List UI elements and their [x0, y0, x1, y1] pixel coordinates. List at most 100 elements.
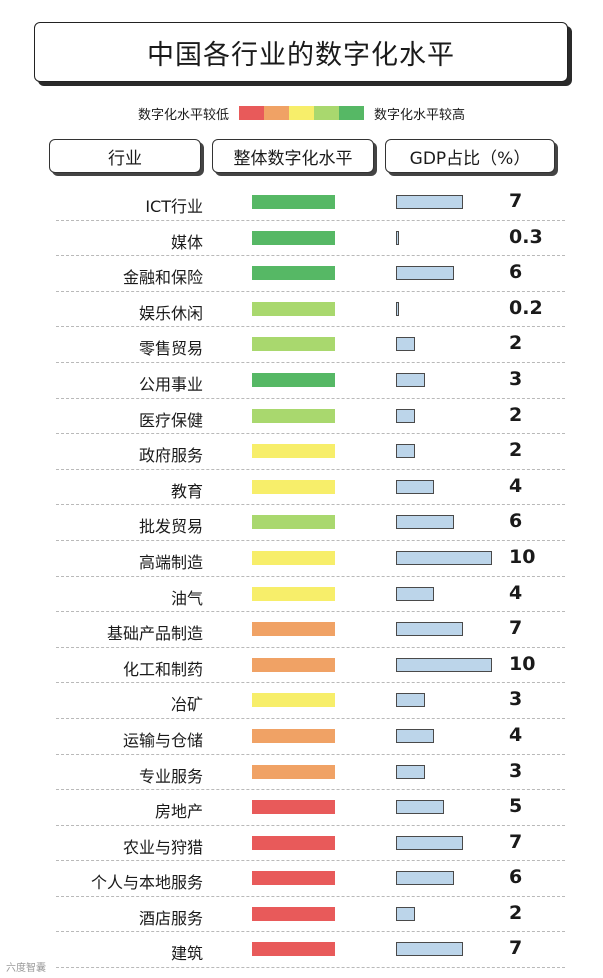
digital-level-bar: [252, 266, 335, 281]
digital-level-bar: [252, 195, 335, 209]
table-row: 零售贸易 2: [0, 329, 603, 365]
row-divider: [56, 895, 565, 897]
row-divider: [56, 326, 565, 328]
digital-level-bar: [252, 835, 335, 850]
table-row: 运输与仓储 4: [0, 721, 603, 757]
digital-level-bar: [252, 586, 335, 601]
digital-level-bar: [252, 942, 335, 957]
table-row: 高端制造 10: [0, 543, 603, 579]
digital-level-bar: [252, 800, 335, 815]
gdp-share-bar: [396, 301, 399, 316]
header-industry: 行业: [49, 139, 201, 173]
gdp-share-value: 7: [509, 830, 523, 853]
digital-level-bar: [252, 337, 335, 352]
table-row: 冶矿 3: [0, 685, 603, 721]
gdp-share-bar: [396, 337, 415, 352]
legend-swatch-2: [264, 106, 289, 120]
header-gdp-share-label: GDP占比（%）: [409, 148, 531, 169]
legend-swatch-1: [239, 106, 264, 120]
gdp-share-value: 5: [509, 795, 523, 818]
digital-level-bar: [252, 550, 335, 565]
legend: 数字化水平较低 数字化水平较高: [0, 101, 603, 125]
industry-name: 个人与本地服务: [90, 873, 203, 893]
digital-level-bar: [252, 622, 335, 637]
table-row: 农业与狩猎 7: [0, 828, 603, 864]
digital-level-bar: [252, 230, 335, 245]
gdp-share-value: 6: [509, 261, 523, 284]
gdp-share-value: 4: [509, 474, 523, 497]
gdp-share-bar: [396, 942, 463, 957]
gdp-share-value: 10: [509, 545, 536, 568]
table-row: 房地产 5: [0, 792, 603, 828]
digital-level-bar: [252, 515, 335, 530]
legend-swatch-4: [314, 106, 339, 120]
row-divider: [56, 290, 565, 292]
industry-table: ICT行业 7 媒体 0.3 金融和保险 6 娱乐休闲 0.2 零售贸易 2 公用事业 3 医疗保健 2 政…: [0, 187, 603, 970]
industry-name: 酒店服务: [138, 908, 203, 928]
gdp-share-bar: [396, 230, 399, 245]
legend-low-label: 数字化水平较低: [137, 107, 229, 123]
table-row: 媒体 0.3: [0, 223, 603, 259]
gdp-share-value: 0.2: [509, 296, 543, 319]
legend-color-scale: [239, 106, 364, 120]
row-divider: [56, 717, 565, 719]
gdp-share-bar: [396, 444, 415, 459]
gdp-share-value: 6: [509, 866, 523, 889]
gdp-share-bar: [396, 408, 415, 423]
table-row: 化工和制药 10: [0, 650, 603, 686]
gdp-share-bar: [396, 871, 454, 886]
row-divider: [56, 789, 565, 791]
row-divider: [56, 361, 565, 363]
table-row: 个人与本地服务 6: [0, 863, 603, 899]
digital-level-bar: [252, 728, 335, 743]
gdp-share-bar: [396, 515, 454, 530]
gdp-share-bar: [396, 906, 415, 921]
table-row: 政府服务 2: [0, 436, 603, 472]
table-row: ICT行业 7: [0, 187, 603, 223]
gdp-share-value: 6: [509, 510, 523, 533]
digital-level-bar: [252, 444, 335, 459]
row-divider: [56, 824, 565, 826]
gdp-share-bar: [396, 195, 463, 209]
table-row: 医疗保健 2: [0, 401, 603, 437]
header-industry-label: 行业: [108, 148, 142, 169]
row-divider: [56, 753, 565, 755]
industry-name: 房地产: [154, 802, 203, 822]
industry-name: 医疗保健: [138, 410, 203, 430]
gdp-share-bar: [396, 764, 425, 779]
industry-name: 建筑: [170, 944, 203, 964]
gdp-share-bar: [396, 479, 434, 494]
legend-swatch-5: [339, 106, 364, 120]
legend-swatch-3: [289, 106, 314, 120]
digital-level-bar: [252, 372, 335, 387]
gdp-share-bar: [396, 657, 492, 672]
gdp-share-bar: [396, 693, 425, 708]
legend-high-label: 数字化水平较高: [374, 107, 466, 123]
digital-level-bar: [252, 301, 335, 316]
gdp-share-value: 7: [509, 190, 523, 212]
header-gdp-share: GDP占比（%）: [385, 139, 555, 173]
industry-name: 高端制造: [138, 552, 203, 572]
row-divider: [56, 860, 565, 862]
row-divider: [56, 219, 565, 221]
table-row: 金融和保险 6: [0, 258, 603, 294]
gdp-share-value: 2: [509, 439, 523, 462]
row-divider: [56, 468, 565, 470]
industry-name: 运输与仓储: [122, 730, 203, 750]
gdp-share-bar: [396, 266, 454, 281]
row-divider: [56, 575, 565, 577]
gdp-share-value: 7: [509, 937, 523, 960]
industry-name: 农业与狩猎: [122, 837, 203, 857]
table-row: 油气 4: [0, 579, 603, 615]
gdp-share-value: 3: [509, 759, 523, 782]
gdp-share-bar: [396, 728, 434, 743]
industry-name: 政府服务: [138, 446, 203, 466]
industry-name: 冶矿: [170, 695, 203, 715]
digital-level-bar: [252, 871, 335, 886]
industry-name: 公用事业: [138, 374, 203, 394]
gdp-share-value: 3: [509, 367, 523, 390]
table-row: 娱乐休闲 0.2: [0, 294, 603, 330]
industry-name: ICT行业: [145, 197, 203, 216]
table-row: 批发贸易 6: [0, 507, 603, 543]
row-divider: [56, 646, 565, 648]
